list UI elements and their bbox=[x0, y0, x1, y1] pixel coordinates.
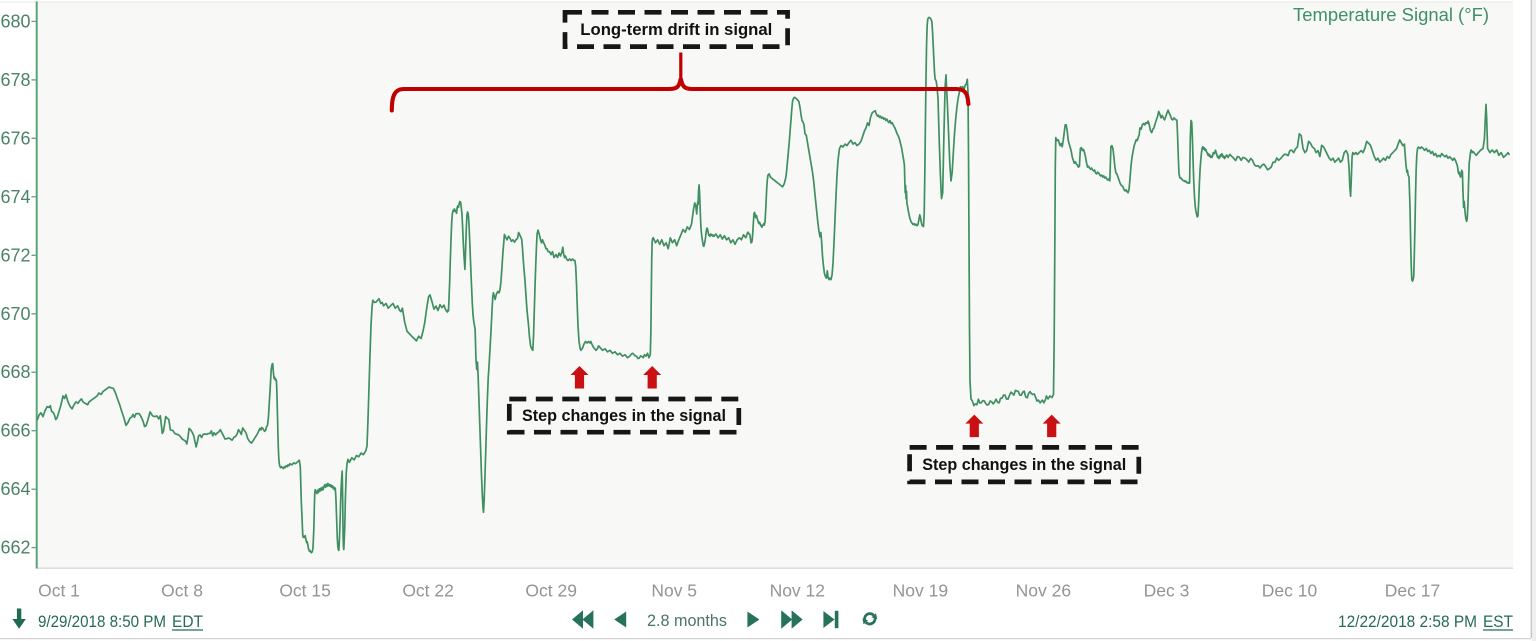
svg-text:Nov 12: Nov 12 bbox=[770, 581, 825, 601]
svg-text:9/29/2018 8:50 PM: 9/29/2018 8:50 PM bbox=[38, 612, 166, 631]
svg-text:670: 670 bbox=[0, 304, 30, 324]
svg-text:Oct 22: Oct 22 bbox=[402, 581, 454, 601]
svg-text:678: 678 bbox=[0, 70, 30, 90]
svg-text:662: 662 bbox=[0, 538, 30, 558]
svg-text:EST: EST bbox=[1483, 612, 1513, 631]
svg-text:666: 666 bbox=[0, 421, 30, 441]
svg-text:Dec 3: Dec 3 bbox=[1144, 581, 1190, 601]
svg-text:664: 664 bbox=[0, 479, 30, 499]
svg-text:672: 672 bbox=[0, 245, 30, 265]
svg-text:Long-term drift in signal: Long-term drift in signal bbox=[580, 20, 772, 39]
svg-text:Step changes in the signal: Step changes in the signal bbox=[522, 406, 726, 425]
svg-text:Oct 8: Oct 8 bbox=[161, 581, 203, 601]
svg-text:2.8 months: 2.8 months bbox=[647, 611, 727, 630]
svg-text:Oct 1: Oct 1 bbox=[38, 581, 80, 601]
svg-text:Dec 10: Dec 10 bbox=[1262, 581, 1318, 601]
svg-text:676: 676 bbox=[0, 128, 30, 148]
svg-text:Oct 15: Oct 15 bbox=[279, 581, 331, 601]
svg-text:Step changes in the signal: Step changes in the signal bbox=[922, 455, 1126, 474]
svg-text:Dec 17: Dec 17 bbox=[1385, 581, 1440, 601]
svg-text:12/22/2018 2:58 PM: 12/22/2018 2:58 PM bbox=[1338, 612, 1477, 631]
svg-text:Nov 26: Nov 26 bbox=[1016, 581, 1071, 601]
svg-text:674: 674 bbox=[0, 187, 30, 207]
svg-text:680: 680 bbox=[0, 11, 30, 31]
svg-text:Oct 29: Oct 29 bbox=[525, 581, 577, 601]
svg-text:Temperature Signal (°F): Temperature Signal (°F) bbox=[1293, 4, 1489, 25]
svg-text:Nov 19: Nov 19 bbox=[893, 581, 948, 601]
svg-text:668: 668 bbox=[0, 362, 30, 382]
svg-text:Nov 5: Nov 5 bbox=[651, 581, 697, 601]
svg-text:EDT: EDT bbox=[172, 612, 203, 631]
